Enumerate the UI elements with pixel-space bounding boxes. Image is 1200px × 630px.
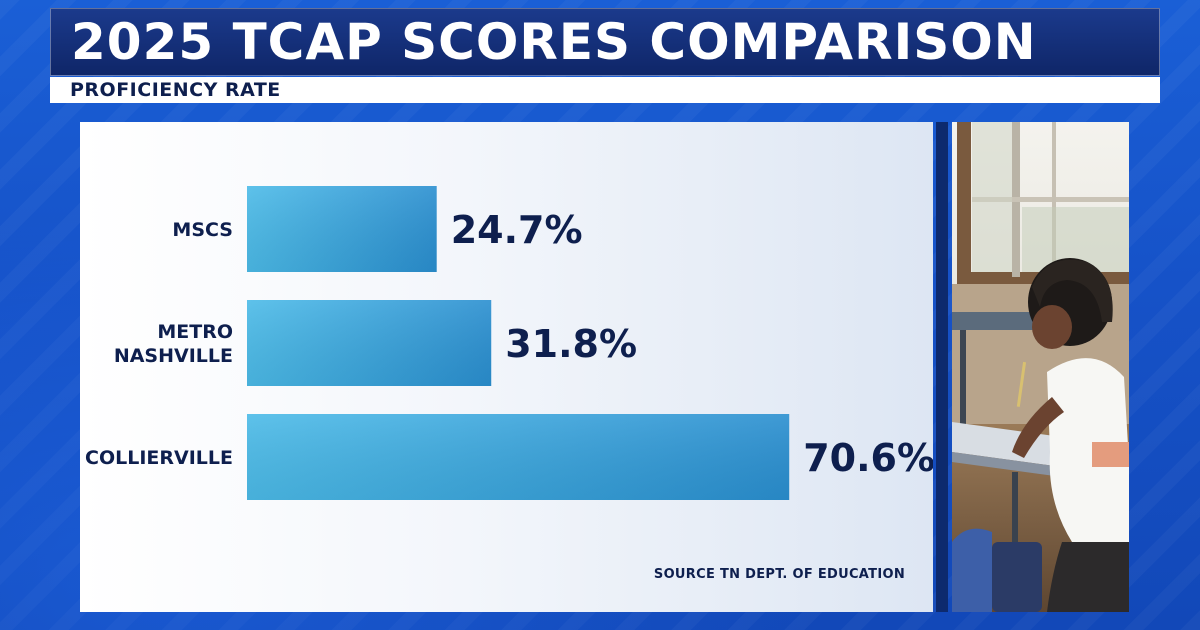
student-writing-photo <box>952 122 1129 612</box>
category-label: METRO NASHVILLE <box>114 321 233 367</box>
source-note: SOURCE TN DEPT. OF EDUCATION <box>653 567 905 582</box>
student-photo-illustration <box>952 122 1129 612</box>
value-label: 24.7% <box>451 208 583 252</box>
value-label: 31.8% <box>505 322 637 366</box>
chart-panel: MSCS 24.7% METRO NASHVILLE 31.8% COLLIERVILLE… <box>80 122 933 612</box>
value-label: 70.6% <box>803 436 933 480</box>
bar-shading <box>247 300 492 386</box>
subtitle-bar: PROFICIENCY RATE <box>50 77 1160 103</box>
category-label: COLLIERVILLE <box>85 447 233 469</box>
chart-title: 2025 TCAP SCORES COMPARISON <box>71 13 1037 71</box>
category-label: MSCS <box>172 219 233 241</box>
bar-chart: MSCS 24.7% METRO NASHVILLE 31.8% COLLIERVILLE… <box>85 186 933 500</box>
chart-subtitle: PROFICIENCY RATE <box>70 79 281 101</box>
divider-strip <box>936 122 948 612</box>
bar-shading <box>247 186 437 272</box>
bar-shading <box>247 414 790 500</box>
title-bar: 2025 TCAP SCORES COMPARISON <box>50 8 1160 76</box>
